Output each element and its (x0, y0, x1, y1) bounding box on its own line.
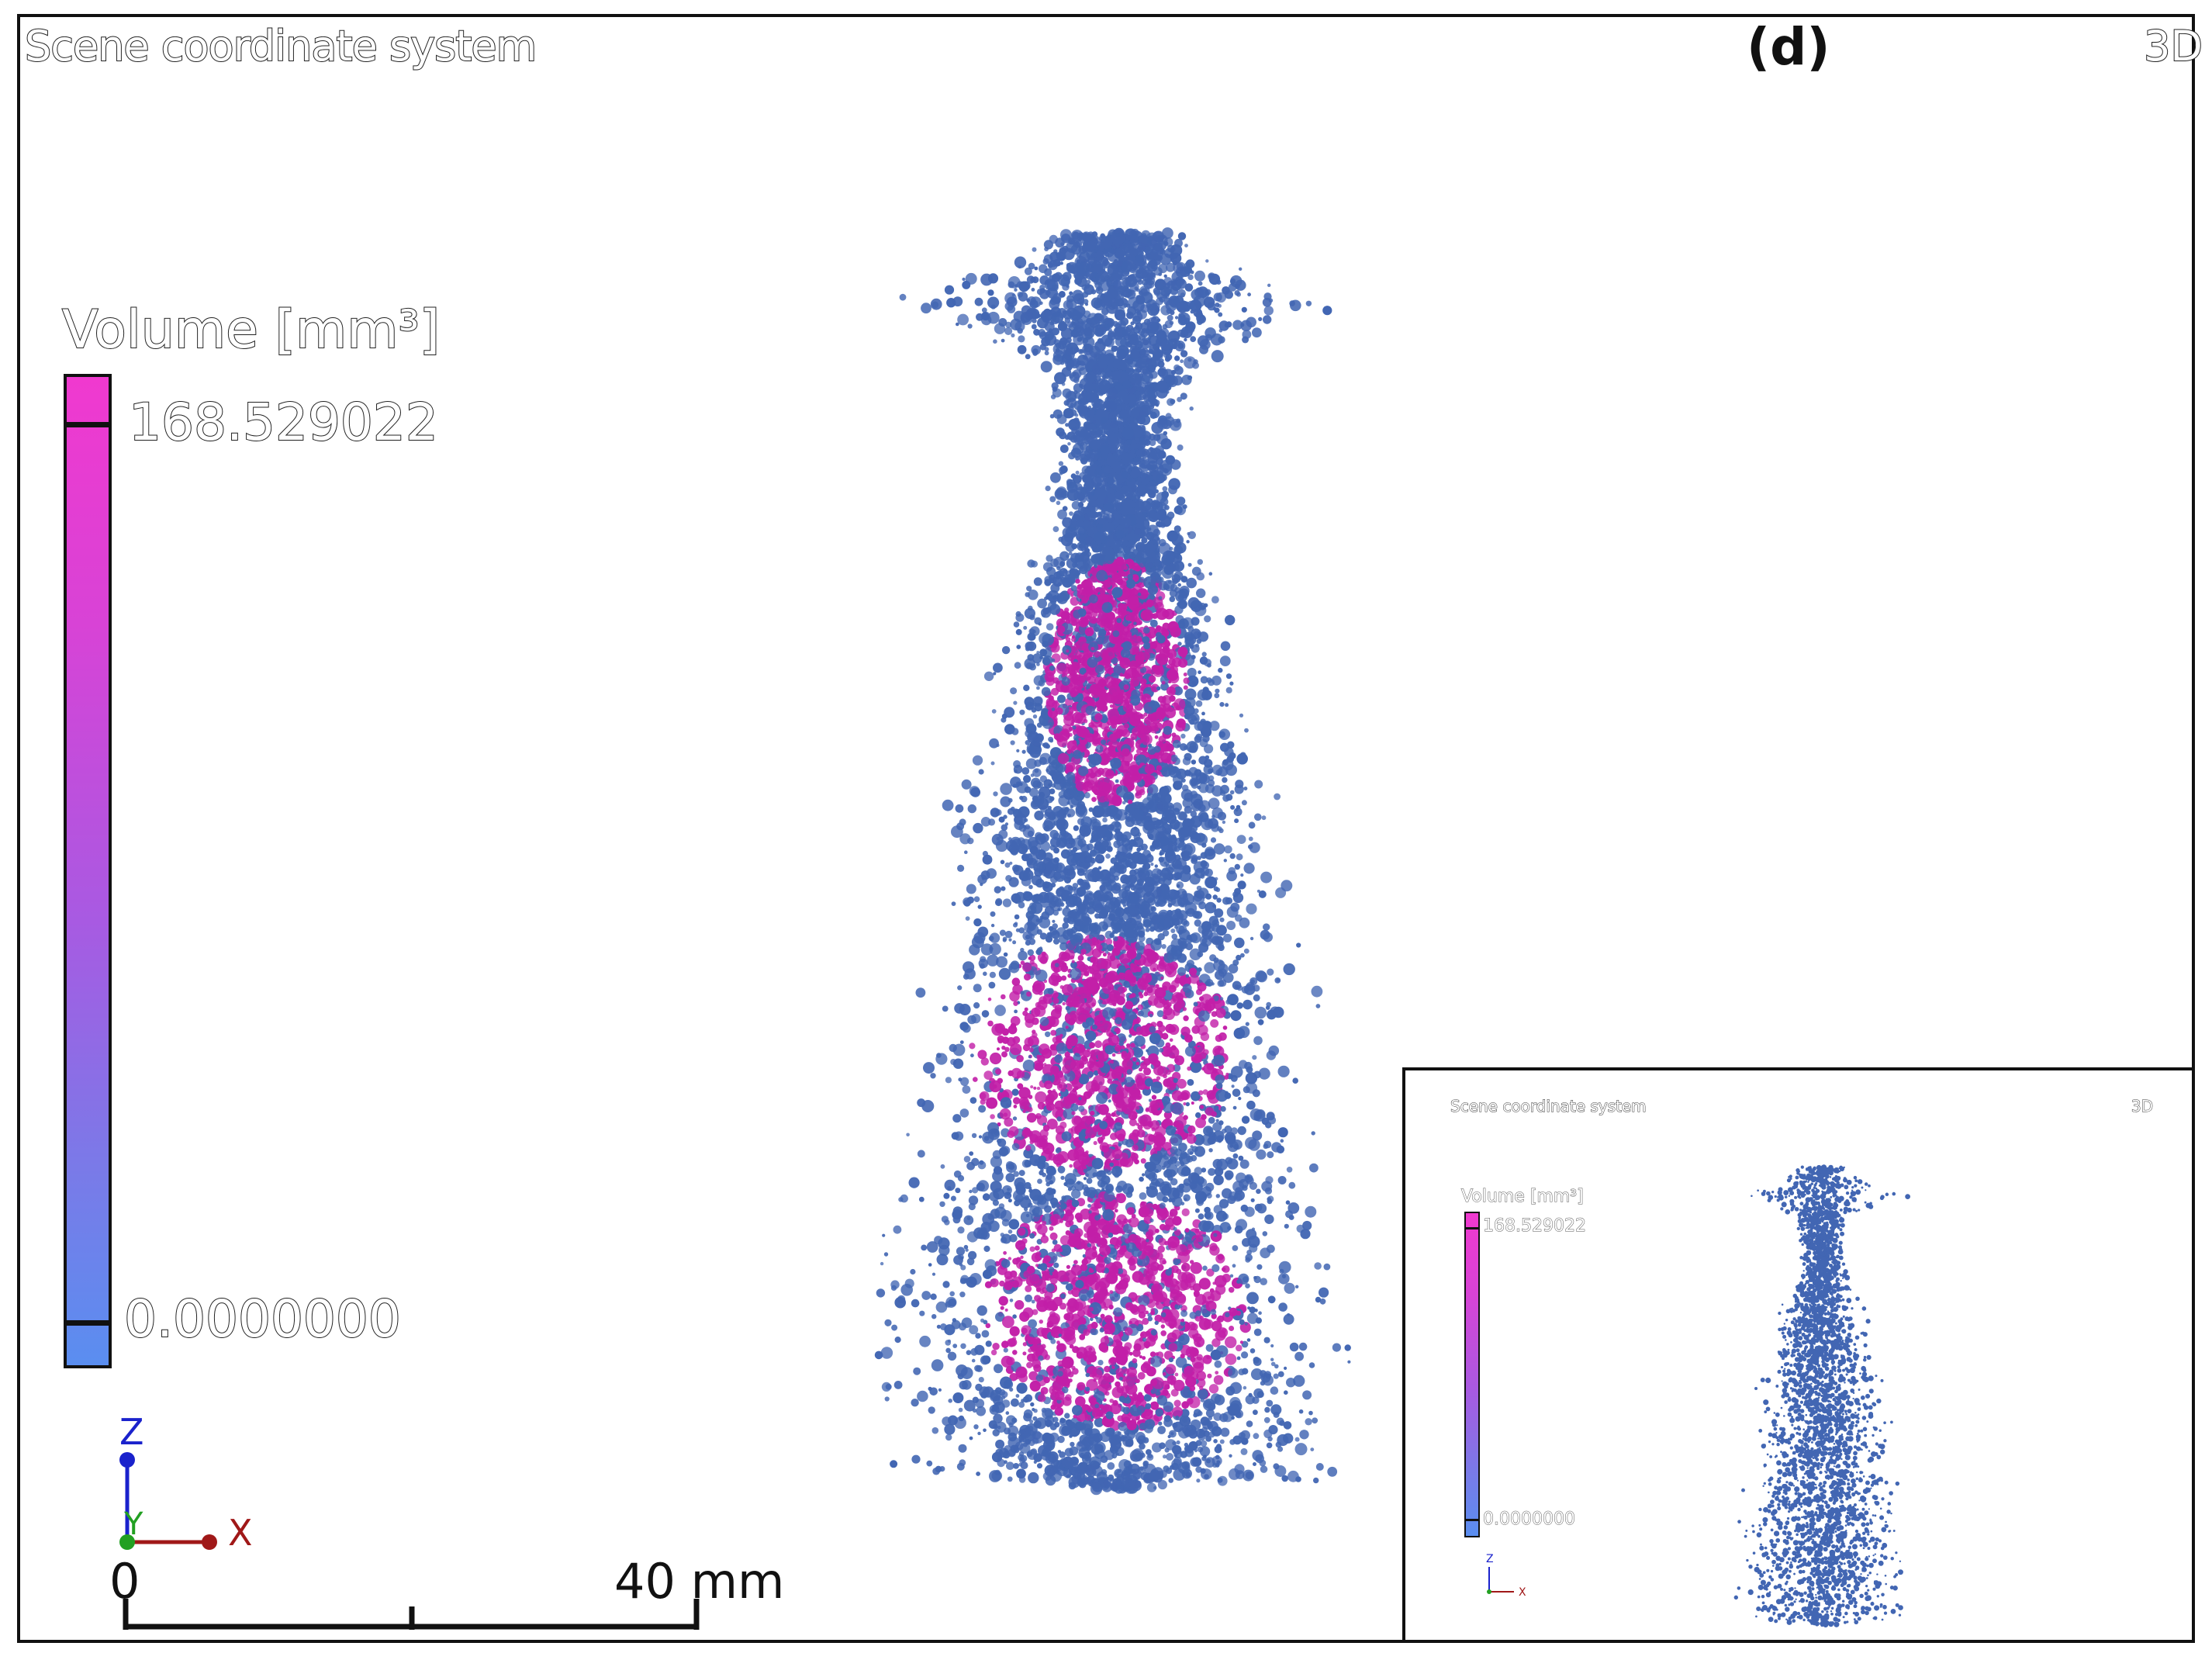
inset-viewer[interactable]: Scene coordinate system 3D Volume [mm³] … (1402, 1067, 2195, 1643)
inset-view-mode-badge[interactable]: 3D (2131, 1097, 2153, 1116)
inset-colorbar-gradient (1464, 1212, 1480, 1537)
colorbar-title: Volume [mm³] (61, 299, 441, 361)
colorbar-min-label: 0.0000000 (123, 1288, 402, 1350)
inset-colorbar-min-tick (1464, 1519, 1480, 1521)
pore-network-3d-view[interactable] (791, 202, 1412, 1520)
axis-y-label: Y (123, 1506, 143, 1542)
panel-label: (d) (1747, 17, 1830, 77)
scale-length-label: 40 mm (614, 1553, 785, 1610)
inset-axis-z-label: Z (1486, 1553, 1494, 1565)
inset-title: Scene coordinate system (1450, 1097, 1647, 1116)
viewer-title: Scene coordinate system (24, 21, 537, 71)
colorbar-max-tick[interactable] (64, 422, 112, 427)
orientation-axes: Z Y X (119, 1411, 253, 1554)
inset-axis-x-label: X (1519, 1586, 1526, 1598)
scale-start-label: 0 (109, 1553, 140, 1610)
inset-colorbar-max-tick (1464, 1227, 1480, 1229)
inset-colorbar-min-label: 0.0000000 (1483, 1510, 1576, 1530)
colorbar-min-tick[interactable] (64, 1320, 112, 1326)
axis-z-label: Z (119, 1411, 144, 1453)
inset-pore-network-3d-view[interactable] (1700, 1156, 1933, 1637)
colorbar-gradient (64, 374, 112, 1368)
inset-colorbar-title: Volume [mm³] (1461, 1187, 1585, 1207)
scale-bar (123, 1599, 700, 1630)
colorbar-max-label: 168.529022 (128, 392, 439, 453)
inset-colorbar-max-label: 168.529022 (1483, 1216, 1587, 1236)
inset-orientation-axes: Z X (1486, 1553, 1526, 1598)
view-mode-badge[interactable]: 3D (2143, 21, 2203, 71)
axis-x-label: X (228, 1512, 253, 1554)
